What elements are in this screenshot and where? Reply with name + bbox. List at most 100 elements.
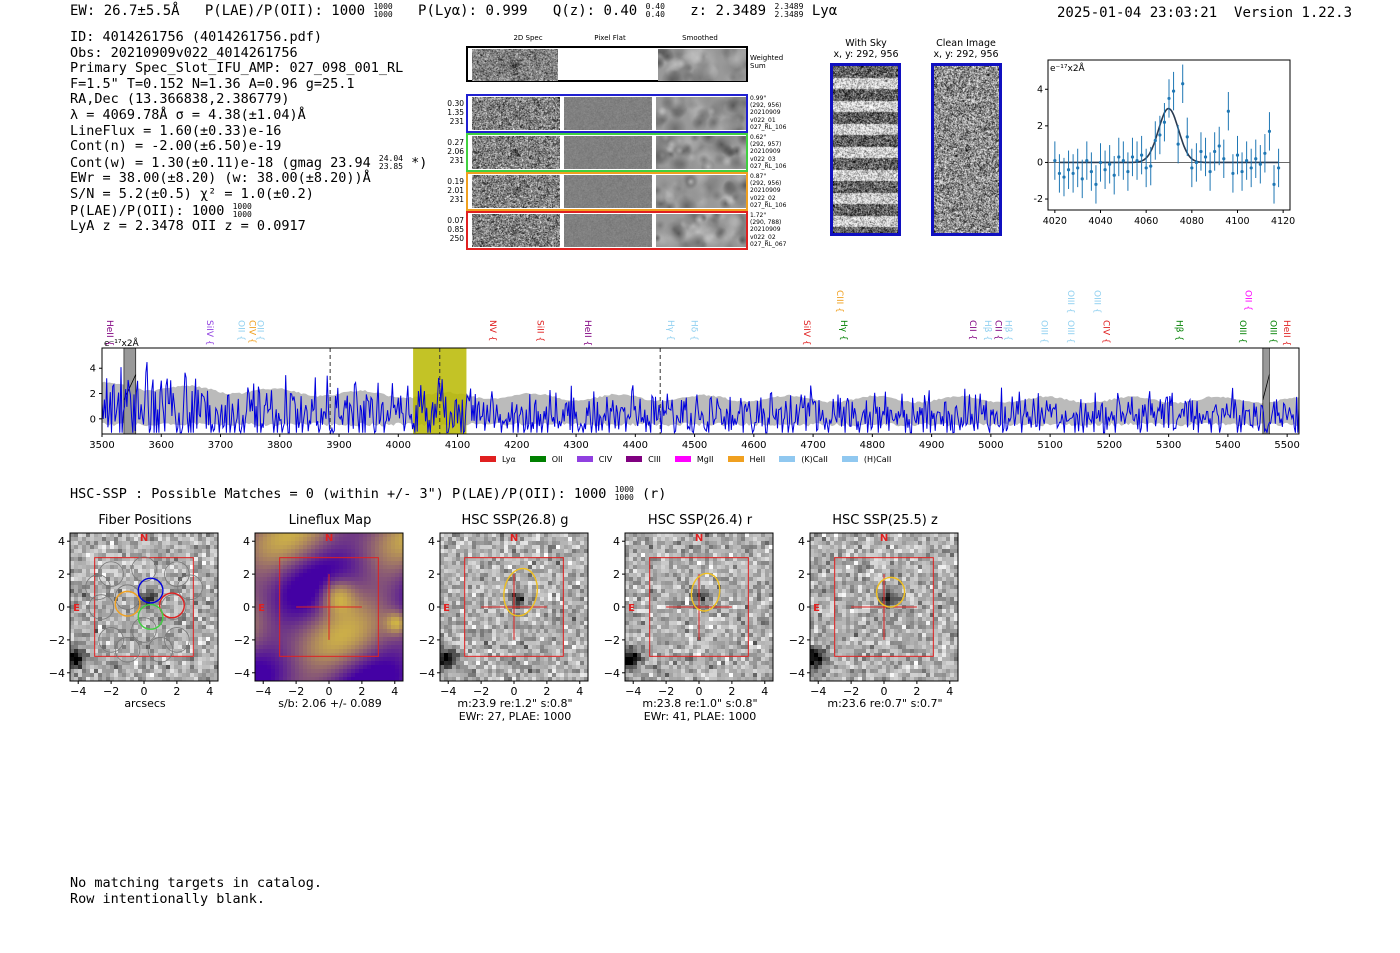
zoom-data-point bbox=[1167, 96, 1171, 101]
zoom-data-point bbox=[1085, 159, 1089, 163]
full-line-label: CII { bbox=[993, 320, 1003, 340]
hsc-fiber-circle bbox=[98, 627, 124, 653]
header-z: z: 2.3489 bbox=[690, 3, 767, 19]
header-timestamp: 2025-01-04 23:03:21 Version 1.22.3 bbox=[1057, 5, 1352, 21]
hsc-xtick-label: −4 bbox=[70, 685, 86, 698]
hsc-fiber-circle bbox=[160, 594, 187, 620]
hsc-compass-n: N bbox=[510, 533, 518, 544]
zoom-data-point bbox=[1098, 160, 1103, 165]
full-flux-line bbox=[101, 362, 1300, 435]
hsc-panel-image: N E −4 −4 −2 −2 0 0 2 2 4 4 bbox=[604, 532, 774, 698]
zoom-data-point bbox=[1057, 171, 1062, 176]
hsc-fiber-circle bbox=[114, 637, 141, 663]
zoom-ytick-label: -2 bbox=[1034, 194, 1043, 205]
hsc-fiber-red bbox=[158, 592, 185, 619]
legend-swatch bbox=[626, 456, 643, 462]
cutout-meta: (290, 788) bbox=[750, 219, 782, 227]
hsc-ytick-label: 0 bbox=[428, 601, 435, 614]
zoom-data-point bbox=[1194, 160, 1198, 165]
cutout-smoothed-image bbox=[656, 214, 746, 247]
full-line-label: Hγ { bbox=[838, 320, 848, 341]
zoom-data-point bbox=[1249, 166, 1253, 170]
zoom-xtick-label: 4040 bbox=[1088, 216, 1112, 227]
hsc-ytick-label: −2 bbox=[604, 634, 620, 647]
cutout-row bbox=[466, 172, 748, 211]
cutout-stat: 0.85 bbox=[447, 225, 464, 234]
hsc-fiber-circle bbox=[131, 617, 157, 643]
cutout-stat: 231 bbox=[449, 195, 464, 204]
zoom-data-point bbox=[1126, 169, 1130, 174]
zoom-data-point bbox=[1171, 89, 1176, 93]
with-sky-xy: x, y: 292, 956 bbox=[833, 49, 899, 60]
hsc-xtick-label: −4 bbox=[625, 685, 641, 698]
full-xtick-label: 4100 bbox=[445, 440, 470, 451]
hsc-xtick-label: −2 bbox=[473, 685, 489, 698]
hsc-aperture-box bbox=[464, 557, 564, 657]
full-xtick-label: 4400 bbox=[623, 440, 648, 451]
legend-item: OII bbox=[529, 455, 563, 464]
hsc-xtick-label: 0 bbox=[326, 685, 333, 698]
hsc-caption-line1: arcsecs bbox=[124, 697, 166, 710]
full-xtick-label: 5100 bbox=[1037, 440, 1062, 451]
legend-swatch bbox=[727, 456, 744, 462]
full-line-label: SiII { bbox=[535, 320, 545, 342]
info-contw-end: *) bbox=[402, 154, 428, 171]
hsc-ytick-label: 0 bbox=[798, 601, 805, 614]
hsc-xtick-label: 2 bbox=[728, 685, 735, 698]
with-sky-title-block: With Sky x, y: 292, 956 bbox=[822, 38, 910, 60]
full-line-label: OIII { bbox=[1268, 320, 1278, 344]
header-plae: P(LAE)/P(OII): 1000 bbox=[204, 3, 366, 19]
zoom-data-point bbox=[1213, 149, 1217, 154]
hsc-compass-e: E bbox=[258, 603, 265, 614]
zoom-data-point bbox=[1199, 149, 1203, 154]
cutout-stat: 231 bbox=[449, 117, 464, 126]
hsc-fiber-circle bbox=[98, 561, 124, 587]
full-xtick-label: 3600 bbox=[149, 440, 174, 451]
full-xtick-label: 5500 bbox=[1274, 440, 1299, 451]
hsc-fiber-circle bbox=[164, 627, 190, 653]
full-xtick-label: 3700 bbox=[208, 440, 233, 451]
zoom-data-point bbox=[1276, 166, 1281, 170]
detection-info: ID: 4014261756 (4014261756.pdf) Obs: 202… bbox=[70, 29, 428, 235]
hsc-ytick-label: −2 bbox=[234, 634, 250, 647]
zoom-data-point bbox=[1089, 169, 1093, 174]
full-xtick-label: 4900 bbox=[919, 440, 944, 451]
footer-line2: Row intentionally blank. bbox=[70, 890, 266, 907]
hsc-xtick-label: 2 bbox=[913, 685, 920, 698]
legend-swatch bbox=[841, 456, 858, 462]
full-xtick-label: 3500 bbox=[89, 440, 114, 451]
zoom-data-point bbox=[1112, 173, 1116, 177]
info-plae-sub: 1000 bbox=[232, 209, 252, 219]
legend-swatch bbox=[674, 456, 691, 462]
legend-item: (H)CaII bbox=[841, 455, 891, 464]
hsc-xtick-label: 0 bbox=[696, 685, 703, 698]
cutout-row-stats: 0.19 2.01 231 bbox=[440, 177, 464, 204]
full-line-label: Hβ { bbox=[982, 320, 992, 341]
info-lambda: λ = 4069.78Å σ = 4.38(±1.04)Å bbox=[70, 106, 306, 123]
cutout-stat: 1.35 bbox=[447, 108, 464, 117]
clean-image bbox=[931, 63, 1002, 236]
legend-label: Lyα bbox=[502, 454, 516, 464]
zoom-data-point bbox=[1062, 175, 1066, 179]
hsc-summary-sub: 1000 bbox=[614, 493, 634, 502]
full-error-envelope bbox=[102, 381, 1299, 427]
hsc-aperture-box bbox=[94, 557, 194, 657]
hsc-panel-caption: m:23.8 re:1.0" s:0.8" EWr: 41, PLAE: 1000 bbox=[615, 697, 785, 723]
full-line-label: OII { bbox=[1243, 290, 1253, 311]
hsc-compass-n: N bbox=[880, 533, 888, 544]
with-sky-canvas bbox=[833, 66, 898, 233]
full-line-label: Hβ { bbox=[1173, 320, 1183, 341]
hsc-xtick-label: 4 bbox=[206, 685, 213, 698]
hsc-panel-title: HSC SSP(25.5) z bbox=[832, 513, 938, 528]
hsc-compass-n: N bbox=[325, 533, 333, 544]
info-primary: Primary Spec_Slot_IFU_AMP: 027_098_001_R… bbox=[70, 60, 404, 77]
hsc-panel-title: Lineflux Map bbox=[288, 513, 372, 528]
full-line-label: Hδ { bbox=[689, 320, 699, 341]
zoom-data-point bbox=[1121, 159, 1125, 163]
hsc-panel-caption: arcsecs bbox=[60, 697, 230, 710]
legend-label: HeII bbox=[749, 454, 766, 464]
hsc-xtick-label: −2 bbox=[843, 685, 859, 698]
hsc-ytick-label: 2 bbox=[428, 568, 435, 581]
header-plae-sub: 1000 bbox=[373, 10, 393, 19]
full-ytick-label: 0 bbox=[90, 414, 96, 425]
